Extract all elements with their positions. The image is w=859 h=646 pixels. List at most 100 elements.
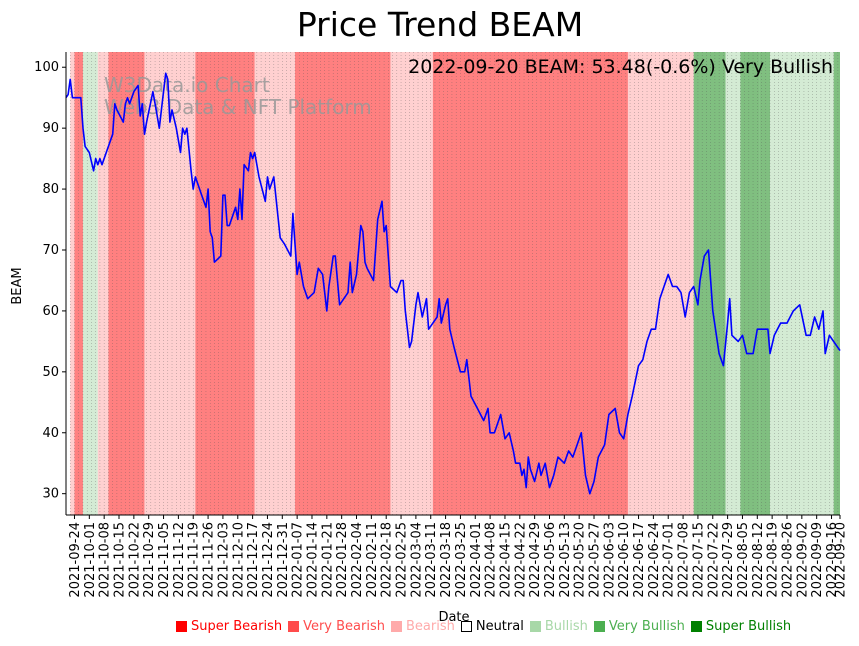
x-tick-label: 2022-03-04 (409, 522, 424, 598)
sentiment-band-18 (770, 52, 834, 515)
x-tick-label: 2022-05-06 (543, 522, 558, 598)
x-tick-label: 2022-02-04 (350, 522, 365, 598)
y-axis-label: BEAM (10, 267, 25, 304)
x-tick-label: 2021-09-24 (68, 522, 83, 598)
x-tick-label: 2022-04-15 (498, 522, 513, 598)
price-series (65, 72, 841, 495)
x-tick-label: 2021-12-31 (276, 522, 291, 598)
x-tick-label: 2022-03-11 (424, 522, 439, 598)
x-tick-label: 2021-10-01 (83, 522, 98, 598)
latest-price-annotation: 2022-09-20 BEAM: 53.48(-0.6%) Very Bulli… (408, 56, 833, 78)
legend-label: Very Bullish (608, 619, 685, 634)
legend-swatch (390, 621, 402, 632)
x-tick-label: 2022-01-28 (335, 522, 350, 598)
x-tick-label: 2021-12-17 (246, 522, 261, 598)
x-tick-label: 2022-06-24 (647, 522, 662, 598)
x-tick-label: 2021-12-24 (261, 522, 276, 598)
x-tick-label: 2022-01-21 (320, 522, 335, 598)
x-tick-label: 2021-10-29 (142, 522, 157, 598)
legend-label: Neutral (475, 619, 524, 634)
legend-item: Super Bearish (176, 619, 282, 634)
sentiment-band-11 (390, 52, 433, 515)
x-tick-label: 2022-04-22 (513, 522, 528, 598)
x-tick-label: 2022-02-18 (380, 522, 395, 598)
legend-label: Very Bearish (303, 619, 385, 634)
sentiment-band-15 (725, 52, 741, 515)
sentiment-band-19 (833, 52, 840, 515)
watermark-line-1: W3Data.io Chart (104, 73, 270, 97)
x-tick-label: 2022-05-27 (588, 522, 603, 598)
sentiment-band-12 (432, 52, 628, 515)
x-tick-label: 2022-05-20 (573, 522, 588, 598)
sentiment-band-14 (693, 52, 726, 515)
x-tick-label: 2021-10-15 (113, 522, 128, 598)
legend-item: Very Bullish (593, 619, 685, 634)
x-tick-label: 2022-07-15 (691, 522, 706, 598)
sentiment-band-8 (254, 52, 270, 515)
legend-item: Very Bearish (288, 619, 385, 634)
sentiment-band-1 (70, 52, 75, 515)
sentiment-legend: Super Bearish Very Bearish Bearish Neutral B… (176, 619, 797, 634)
legend-swatch (529, 621, 541, 632)
x-tick-label: 2021-11-19 (187, 522, 202, 598)
sentiment-band-13 (627, 52, 694, 515)
axes (65, 52, 840, 516)
x-tick-label: 2022-01-14 (305, 522, 320, 598)
y-tick-label: 60 (42, 304, 59, 319)
x-tick-label: 2022-07-22 (706, 522, 721, 598)
x-tick-label: 2022-06-03 (602, 522, 617, 598)
legend-label: Super Bullish (705, 619, 792, 634)
sentiment-band-16 (740, 52, 760, 515)
legend-item: Bullish (529, 619, 588, 634)
x-tick-label: 2022-04-29 (528, 522, 543, 598)
legend-label: Super Bearish (191, 619, 283, 634)
x-tick-label: 2022-06-17 (632, 522, 647, 598)
x-tick-label: 2022-04-01 (469, 522, 484, 598)
x-tick-label: 2022-09-09 (810, 522, 825, 598)
x-tick-label: 2022-05-13 (558, 522, 573, 598)
sentiment-band-7 (195, 52, 255, 515)
x-tick-label: 2021-11-26 (202, 522, 217, 598)
x-tick-label: 2022-07-08 (677, 522, 692, 598)
sentiment-band-4 (97, 52, 109, 515)
x-tick-label: 2021-12-10 (231, 522, 246, 598)
x-axis-ticks: 2021-09-24 2021-10-01 2021-10-08 2021-10-15… (68, 515, 849, 598)
legend-swatch (176, 621, 187, 632)
legend-label: Bullish (544, 619, 588, 634)
legend-swatch (460, 621, 472, 632)
price-line (65, 72, 841, 495)
legend-item: Bearish (390, 619, 455, 634)
watermark-line-2: Web3 Data & NFT Platform (104, 95, 372, 119)
sentiment-band-5 (108, 52, 145, 515)
legend-item: Super Bullish (690, 619, 792, 634)
x-tick-label: 2022-06-10 (617, 522, 632, 598)
x-tick-label: 2022-08-05 (736, 522, 751, 598)
x-tick-label: 2021-10-08 (98, 522, 113, 598)
y-tick-label: 80 (42, 182, 59, 197)
y-tick-label: 50 (42, 365, 59, 380)
x-tick-label: 2022-02-11 (365, 522, 380, 598)
x-tick-label: 2022-07-29 (721, 522, 736, 598)
x-tick-label: 2022-02-25 (395, 522, 410, 598)
chart-title: Price Trend BEAM (297, 5, 583, 44)
x-tick-label: 2021-10-22 (127, 522, 142, 598)
sentiment-bands (66, 52, 840, 515)
x-tick-label: 2022-04-08 (484, 522, 499, 598)
x-tick-label: 2022-08-19 (766, 522, 781, 598)
sentiment-band-0 (66, 52, 71, 515)
x-tick-label: 2022-07-01 (662, 522, 677, 598)
x-tick-label: 2022-08-12 (751, 522, 766, 598)
y-tick-label: 70 (42, 243, 59, 258)
y-tick-label: 100 (34, 60, 59, 75)
x-tick-label: 2022-09-20 (834, 522, 849, 598)
x-tick-label: 2022-09-16 (825, 522, 840, 598)
x-tick-label: 2021-11-05 (157, 522, 172, 598)
x-tick-label: 2021-11-12 (172, 522, 187, 598)
x-tick-label: 2022-03-18 (439, 522, 454, 598)
y-tick-label: 90 (42, 121, 59, 136)
legend-label: Bearish (405, 619, 455, 634)
legend-swatch (690, 621, 702, 632)
x-tick-label: 2022-01-07 (291, 522, 306, 598)
y-tick-label: 30 (42, 487, 59, 502)
legend-item: Neutral (460, 619, 524, 634)
